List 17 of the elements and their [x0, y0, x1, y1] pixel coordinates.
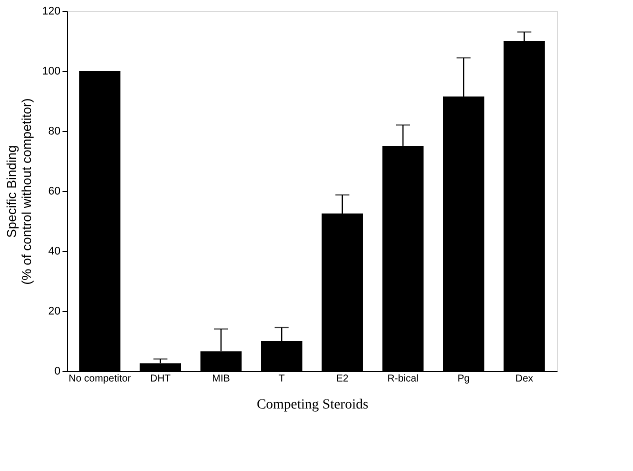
x-tick-label: Dex: [515, 374, 534, 384]
y-tick-label: 120: [42, 6, 60, 18]
x-tick-label: DHT: [150, 374, 171, 384]
y-axis-title: Specific Binding (% of control without competitor): [4, 98, 34, 285]
x-tick-label: E2: [336, 374, 349, 384]
x-tick-label: MIB: [212, 374, 230, 384]
x-tick-label: R-bical: [387, 374, 419, 384]
y-tick-label: 40: [48, 246, 60, 258]
x-tick-label: Pg: [457, 374, 470, 384]
y-tick-label: 20: [48, 306, 60, 318]
x-tick-label: No competitor: [68, 374, 132, 384]
x-axis-title: Competing Steroids: [256, 398, 368, 412]
x-tick-label: T: [278, 374, 285, 384]
y-tick-label: 80: [48, 126, 60, 138]
y-tick-label: 100: [42, 66, 60, 78]
y-tick-label: 60: [48, 186, 60, 198]
y-tick-label: 0: [54, 366, 60, 378]
